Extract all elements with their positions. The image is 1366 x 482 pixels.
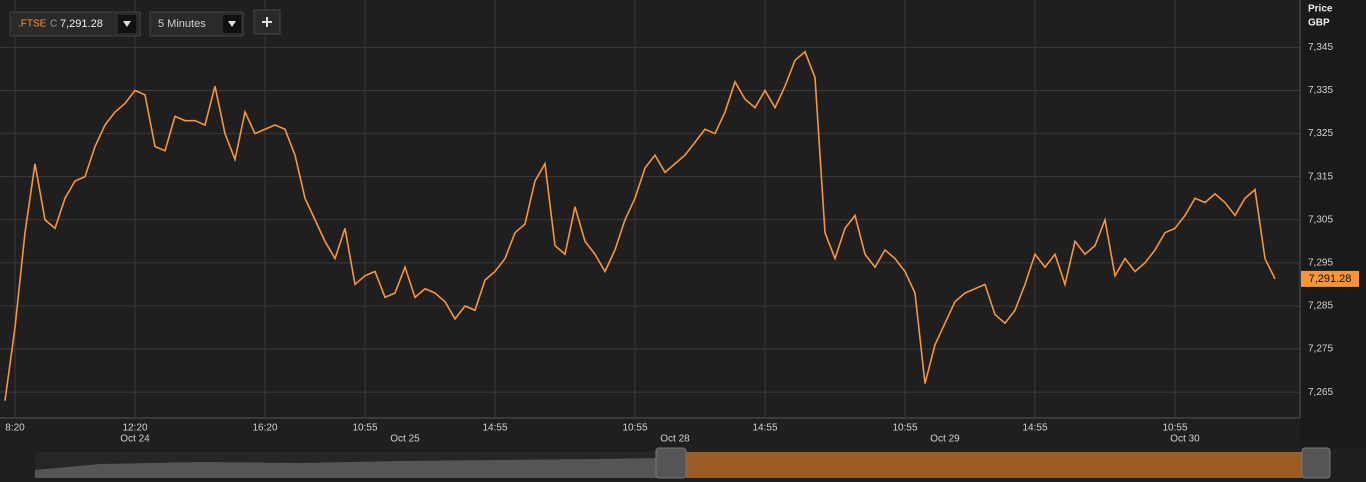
y-axis-title: Price [1308,4,1333,15]
interval: 5 Minutes [158,18,206,30]
x-tick-label: 12:20 [122,423,147,434]
x-date-label: Oct 28 [660,434,690,445]
price-line [4,50,1276,401]
x-date-label: Oct 30 [1170,434,1200,445]
x-tick-label: 8:20 [5,423,25,434]
grid [0,0,1300,418]
y-tick-label: 7,345 [1308,42,1333,53]
quote: 7,291.28 [60,18,103,30]
dropdown-arrow [228,21,236,27]
symbol: .FTSE [18,19,47,30]
x-tick-label: 10:55 [892,423,917,434]
last-price-label: 7,291.28 [1309,273,1352,285]
quote-prefix: C [50,19,57,30]
x-tick-label: 14:55 [1022,423,1047,434]
y-axis-unit: GBP [1308,18,1330,29]
y-tick-label: 7,305 [1308,214,1333,225]
x-tick-label: 14:55 [752,423,777,434]
add-icon [262,17,272,27]
x-date-label: Oct 29 [930,434,960,445]
x-tick-label: 10:55 [622,423,647,434]
y-tick-label: 7,295 [1308,258,1333,269]
x-date-label: Oct 24 [120,434,150,445]
navigator-handle-right[interactable] [1301,447,1331,479]
dropdown-arrow [123,21,131,27]
y-tick-label: 7,315 [1308,171,1333,182]
y-tick-label: 7,275 [1308,344,1333,355]
y-tick-label: 7,335 [1308,85,1333,96]
x-tick-label: 10:55 [1162,423,1187,434]
x-tick-label: 14:55 [482,423,507,434]
last-price-tag [1301,270,1359,287]
y-tick-label: 7,285 [1308,301,1333,312]
x-tick-label: 16:20 [252,423,277,434]
x-date-label: Oct 25 [390,434,420,445]
y-tick-label: 7,265 [1308,387,1333,398]
price-axis-panel [1300,0,1366,448]
navigator-area [35,458,660,478]
navigator-window[interactable] [686,452,1302,478]
x-tick-label: 10:55 [352,423,377,434]
navigator-handle-left[interactable] [655,447,687,479]
y-tick-label: 7,325 [1308,128,1333,139]
